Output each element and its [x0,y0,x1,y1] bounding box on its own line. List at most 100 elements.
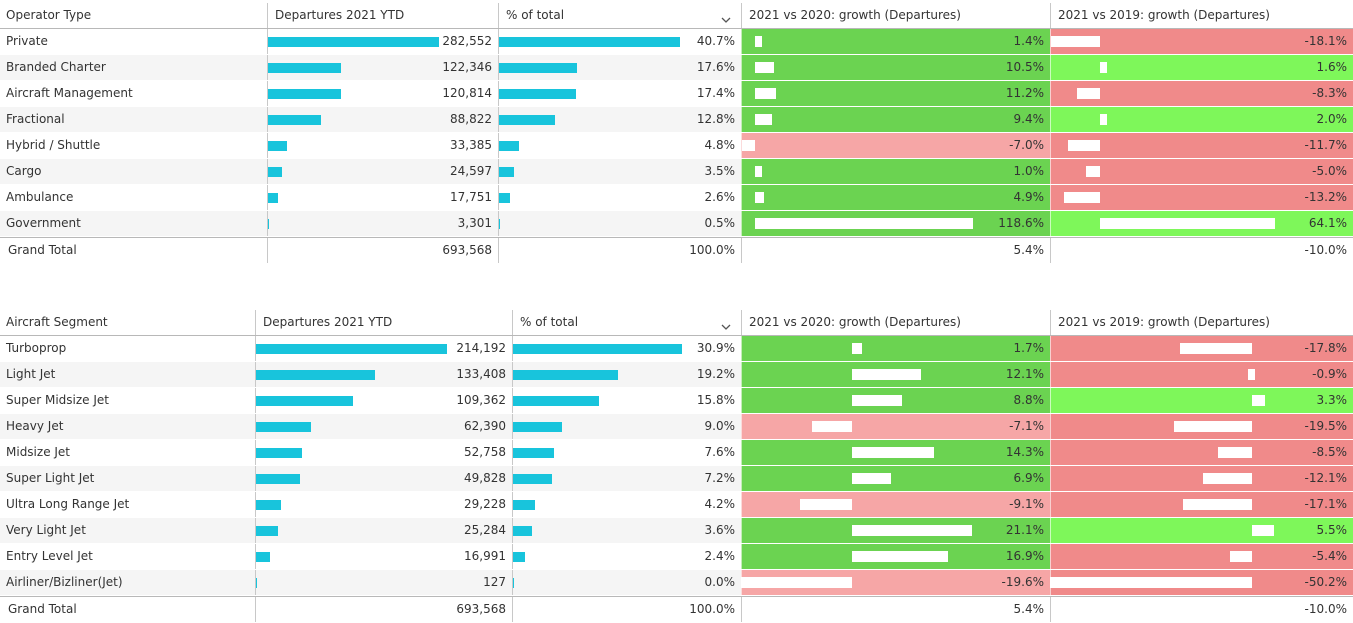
header-departures[interactable]: Departures 2021 YTD [263,315,393,329]
column-divider [741,414,742,439]
column-divider [741,466,742,491]
column-divider [255,388,256,413]
column-divider [267,81,268,106]
percent-bar [498,115,556,125]
g2019-growth-bar [1068,140,1100,151]
percent-bar [512,422,562,432]
row-label: Turboprop [6,341,67,355]
g2020-value: 21.1% [1005,523,1044,537]
header-pct[interactable]: % of total [506,8,565,22]
percent-bar [512,344,682,354]
g2020-growth-bar [755,36,762,47]
column-divider [1050,107,1051,132]
percent-value: 2.6% [704,190,736,204]
g2019-growth-bar [1100,218,1275,229]
percent-value: 0.0% [704,575,736,589]
total-g2020: 5.4% [1013,243,1045,257]
percent-bar [512,474,552,484]
g2020-value: -9.1% [1009,497,1044,511]
g2019-growth-bar [1100,114,1107,125]
g2020-value: 11.2% [1005,86,1044,100]
g2020-growth-bar [852,525,973,536]
row-label: Light Jet [6,367,56,381]
column-divider [1050,518,1051,543]
column-divider [512,466,513,491]
column-divider [255,362,256,387]
column-divider [741,388,742,413]
column-divider [1050,29,1051,54]
column-divider [741,211,742,236]
departures-value: 24,597 [450,164,492,178]
chevron-down-icon[interactable] [721,13,731,23]
table-row: Turboprop 214,192 30.9% 1.7% -17.8% [0,336,1353,362]
column-divider [498,159,499,184]
g2019-value: -5.0% [1312,164,1347,178]
g2020-value: 10.5% [1005,60,1044,74]
header-g2019[interactable]: 2021 vs 2019: growth (Departures) [1058,315,1270,329]
g2019-cell [1050,29,1353,54]
row-label: Government [6,216,81,230]
g2020-cell [741,414,1050,439]
header-label[interactable]: Operator Type [6,8,92,22]
column-divider [741,492,742,517]
percent-bar [498,63,577,73]
column-divider [267,159,268,184]
column-divider [498,81,499,106]
g2020-growth-bar [755,62,775,73]
column-divider [512,414,513,439]
g2020-value: 12.1% [1005,367,1044,381]
column-divider [512,492,513,517]
column-divider [1050,440,1051,465]
header-departures[interactable]: Departures 2021 YTD [275,8,405,22]
percent-value: 2.4% [704,549,736,563]
row-label: Super Midsize Jet [6,393,109,407]
column-divider [1050,159,1051,184]
header-row: Aircraft Segment Departures 2021 YTD % of … [0,310,1353,336]
table-row: Government 3,301 0.5% 118.6% 64.1% [0,211,1353,237]
g2019-value: -17.8% [1304,341,1347,355]
row-label: Ambulance [6,190,74,204]
column-divider [498,29,499,54]
g2019-cell [1050,133,1353,158]
percent-bar [512,448,554,458]
header-g2020[interactable]: 2021 vs 2020: growth (Departures) [749,315,961,329]
column-divider [741,310,742,335]
g2019-growth-bar [1077,88,1100,99]
chevron-down-icon[interactable] [721,320,731,330]
g2019-cell [1050,185,1353,210]
column-divider [1050,55,1051,80]
g2019-value: -8.3% [1312,86,1347,100]
percent-value: 4.8% [704,138,736,152]
column-divider [1050,362,1051,387]
column-divider [741,597,742,622]
total-g2020: 5.4% [1013,602,1045,616]
g2019-cell [1050,466,1353,491]
g2020-cell [741,29,1050,54]
g2020-value: 16.9% [1005,549,1044,563]
column-divider [1050,388,1051,413]
column-divider [512,362,513,387]
header-pct[interactable]: % of total [520,315,579,329]
table-row: Midsize Jet 52,758 7.6% 14.3% -8.5% [0,440,1353,466]
row-label: Heavy Jet [6,419,64,433]
column-divider [1050,81,1051,106]
departures-value: 49,828 [464,471,506,485]
column-divider [498,185,499,210]
row-label: Fractional [6,112,65,126]
total-departures: 693,568 [456,602,506,616]
departures-value: 29,228 [464,497,506,511]
column-divider [267,107,268,132]
departures-value: 120,814 [442,86,492,100]
percent-bar [498,141,520,151]
table-row: Ultra Long Range Jet 29,228 4.2% -9.1% -17.1… [0,492,1353,518]
g2020-cell [741,107,1050,132]
column-divider [741,29,742,54]
header-g2019[interactable]: 2021 vs 2019: growth (Departures) [1058,8,1270,22]
header-label[interactable]: Aircraft Segment [6,315,108,329]
row-label: Entry Level Jet [6,549,93,563]
departures-bar [255,370,375,380]
g2019-value: 5.5% [1316,523,1348,537]
row-label: Very Light Jet [6,523,86,537]
header-g2020[interactable]: 2021 vs 2020: growth (Departures) [749,8,961,22]
departures-bar [267,115,322,125]
